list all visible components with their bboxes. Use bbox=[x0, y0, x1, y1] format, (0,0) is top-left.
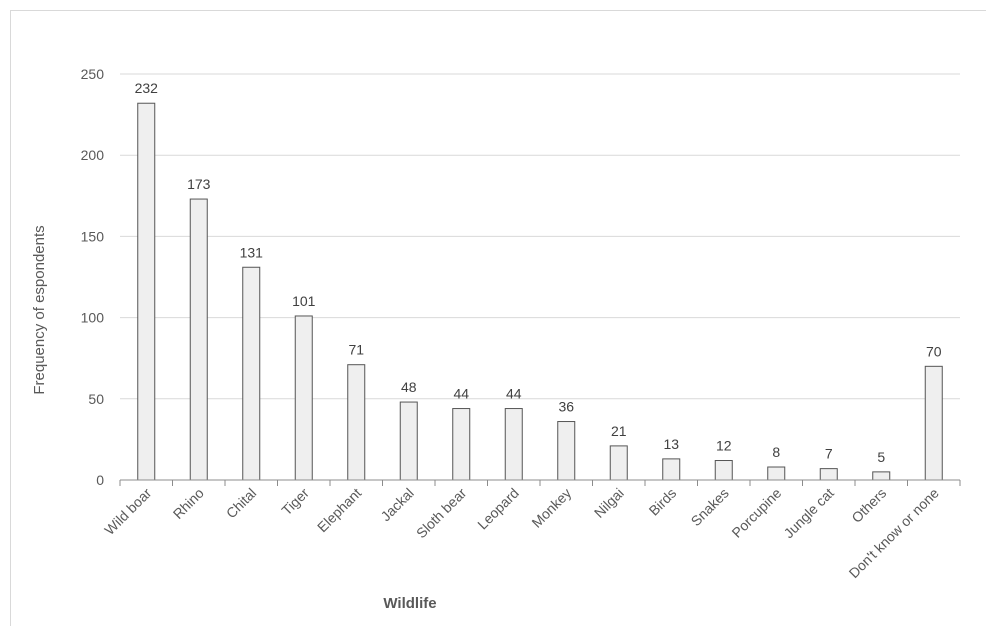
y-tick-label: 0 bbox=[96, 472, 104, 488]
data-label: 48 bbox=[401, 379, 417, 395]
chart-frame bbox=[10, 10, 986, 626]
bar bbox=[189, 198, 208, 481]
y-axis-title: Frequency of espondents bbox=[31, 225, 48, 394]
x-tick-label: Nilgai bbox=[591, 485, 627, 521]
data-labels: 232 173 131 101 71 48 44 44 36 21 13 12 8 7 5 70 bbox=[135, 80, 942, 465]
x-tick-label: Snakes bbox=[688, 485, 732, 529]
bar bbox=[137, 102, 156, 481]
x-tick-label: Wild boar bbox=[101, 485, 154, 538]
x-tick-label: Don't know or none bbox=[846, 485, 942, 581]
axes: 0 50 100 150 200 250 Wild boar Rhino Chital Tiger… bbox=[81, 66, 961, 581]
data-label: 44 bbox=[506, 386, 522, 402]
bar bbox=[924, 365, 943, 481]
bar bbox=[399, 401, 418, 481]
bars bbox=[137, 102, 943, 481]
data-label: 131 bbox=[240, 244, 264, 260]
x-tick-label: Jungle cat bbox=[780, 485, 837, 542]
x-tick-label: Sloth bear bbox=[413, 485, 470, 542]
data-label: 71 bbox=[348, 342, 364, 358]
x-tick-label: Others bbox=[848, 485, 889, 526]
bar bbox=[819, 468, 838, 481]
bar bbox=[872, 471, 891, 481]
data-label: 173 bbox=[187, 176, 211, 192]
data-label: 44 bbox=[453, 386, 469, 402]
x-tick-label: Chital bbox=[223, 485, 260, 522]
y-tick-label: 200 bbox=[81, 147, 105, 163]
x-tick-label: Rhino bbox=[170, 485, 207, 522]
data-label: 36 bbox=[558, 399, 574, 415]
data-label: 8 bbox=[772, 444, 780, 460]
x-tick-label: Tiger bbox=[278, 485, 312, 519]
y-tick-label: 150 bbox=[81, 228, 105, 244]
bar bbox=[714, 460, 733, 481]
x-axis-title: Wildlife bbox=[383, 595, 436, 612]
bar bbox=[504, 408, 523, 481]
data-label: 21 bbox=[611, 423, 627, 439]
data-label: 13 bbox=[663, 436, 679, 452]
y-tick-label: 100 bbox=[81, 310, 105, 326]
bar bbox=[557, 421, 576, 481]
data-label: 70 bbox=[926, 343, 942, 359]
x-tick-label: Birds bbox=[645, 485, 679, 519]
data-label: 232 bbox=[135, 80, 159, 96]
x-tick-label: Elephant bbox=[314, 485, 364, 535]
bar bbox=[767, 466, 786, 481]
x-tick-label: Monkey bbox=[528, 485, 574, 531]
bar bbox=[662, 458, 681, 481]
x-tick-label: Jackal bbox=[377, 485, 416, 524]
bar bbox=[347, 364, 366, 481]
y-tick-label: 50 bbox=[88, 391, 104, 407]
bar bbox=[242, 266, 261, 481]
y-tick-label: 250 bbox=[81, 66, 105, 82]
data-label: 5 bbox=[877, 449, 885, 465]
bar bbox=[452, 408, 471, 481]
data-label: 7 bbox=[825, 446, 833, 462]
data-label: 101 bbox=[292, 293, 316, 309]
bar bbox=[294, 315, 313, 481]
bar bbox=[609, 445, 628, 481]
x-tick-label: Leopard bbox=[474, 485, 522, 533]
x-tick-label: Porcupine bbox=[728, 485, 784, 541]
data-label: 12 bbox=[716, 438, 732, 454]
